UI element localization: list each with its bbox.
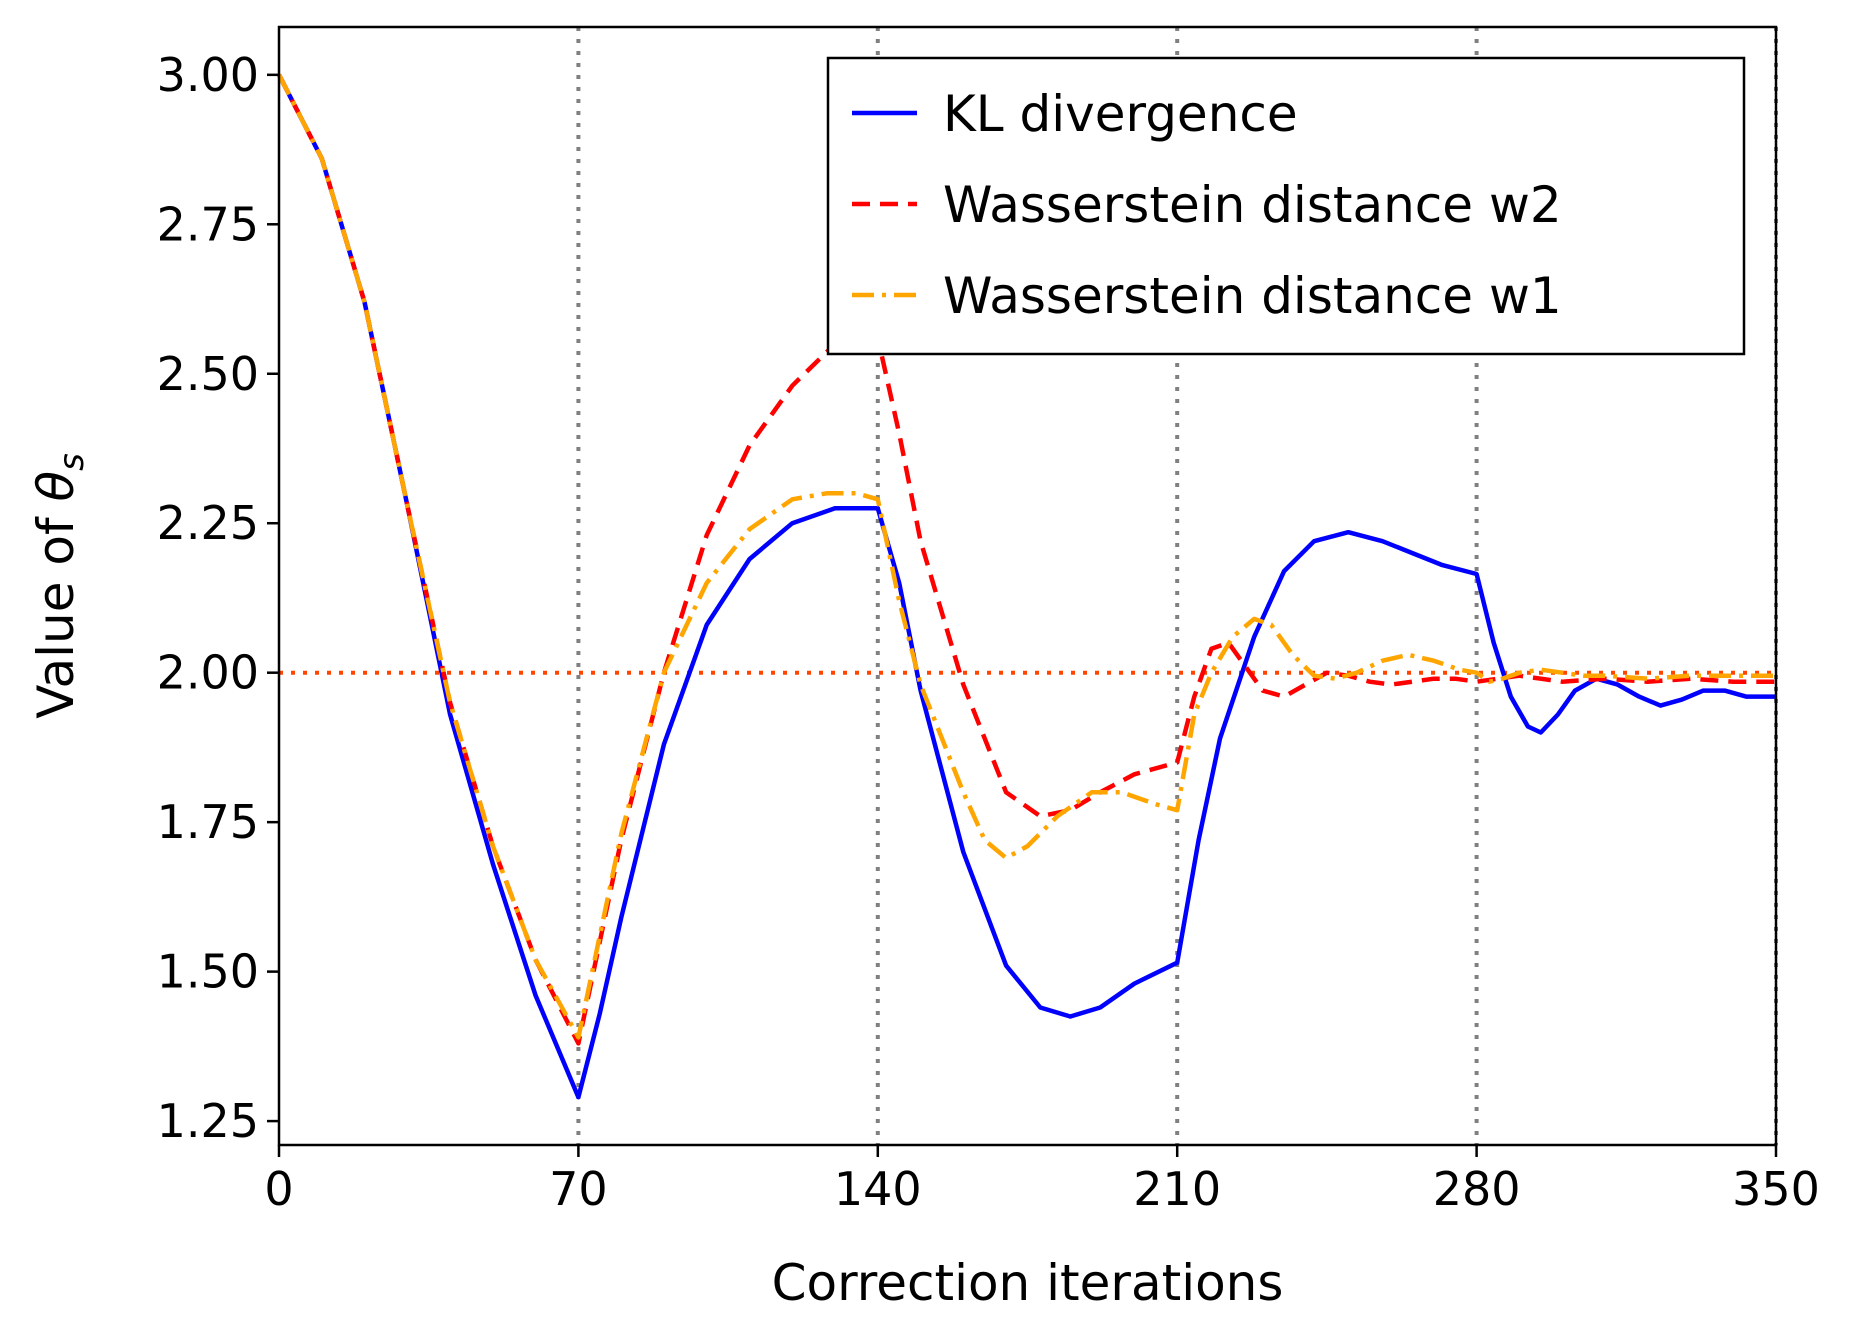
x-tick-label-280: 280 — [1433, 1162, 1521, 1216]
legend: KL divergence Wasserstein distance w2 Wass… — [826, 56, 1746, 356]
x-tick-label-140: 140 — [834, 1162, 922, 1216]
y-axis-label: Value of θs — [27, 453, 92, 719]
x-axis-label: Correction iterations — [772, 1254, 1284, 1312]
y-tick-label-1.25: 1.25 — [157, 1094, 259, 1148]
x-axis-ticks: 0 70 140 210 280 350 — [264, 1145, 1820, 1216]
x-tick-label-0: 0 — [264, 1162, 293, 1216]
axes-frame — [277, 25, 1778, 1147]
x-tick-label-70: 70 — [549, 1162, 608, 1216]
y-tick-label-2.75: 2.75 — [157, 197, 259, 251]
y-tick-label-1.75: 1.75 — [157, 795, 259, 849]
series-line-2 — [276, 73, 1776, 1040]
y-tick-label-1.5: 1.50 — [157, 945, 259, 999]
legend-label-2: Wasserstein distance w1 — [943, 267, 1562, 325]
series-line-1 — [276, 73, 1776, 1046]
x-tick-label-210: 210 — [1133, 1162, 1221, 1216]
y-axis-label-subscript: s — [52, 453, 92, 471]
legend-label-0: KL divergence — [943, 85, 1298, 143]
y-tick-label-2.25: 2.25 — [157, 496, 259, 550]
x-tick-label-350: 350 — [1732, 1162, 1820, 1216]
y-axis-label-prefix: Value of — [27, 502, 85, 719]
series-lines — [276, 73, 1776, 1100]
y-tick-label-3: 3.00 — [157, 48, 259, 102]
y-axis-label-symbol: θ — [27, 471, 85, 502]
y-axis-ticks: 1.25 1.50 1.75 2.00 2.25 2.50 2.75 3.00 — [157, 48, 279, 1148]
y-tick-label-2.5: 2.50 — [157, 347, 259, 401]
y-tick-label-2: 2.00 — [157, 646, 259, 700]
legend-label-1: Wasserstein distance w2 — [943, 176, 1562, 234]
legend-entries: KL divergence Wasserstein distance w2 Wass… — [852, 85, 1562, 325]
legend-box — [826, 56, 1746, 356]
